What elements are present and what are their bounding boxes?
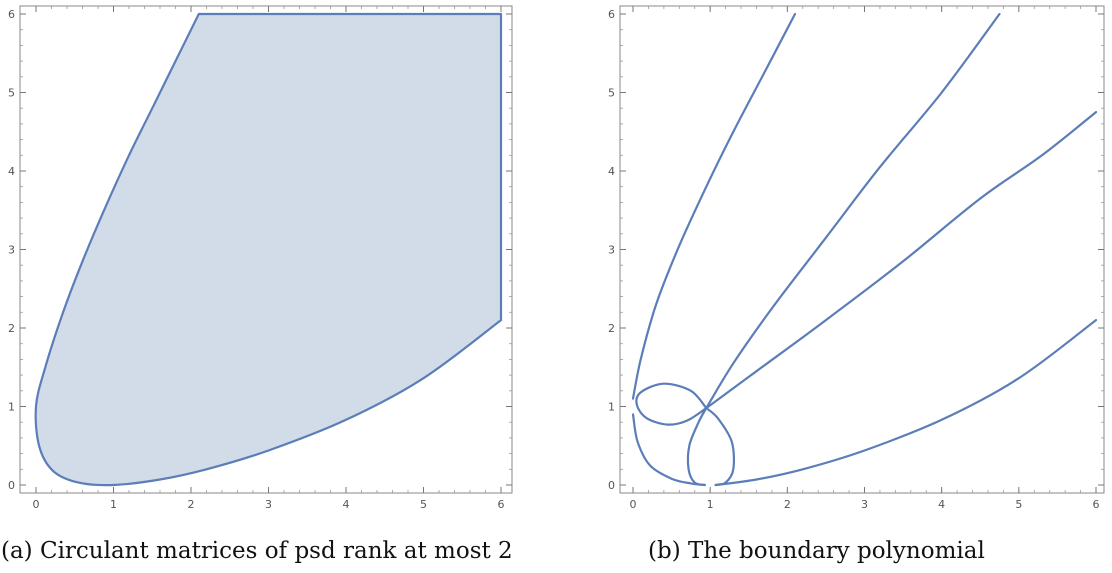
boundary-curve-1: [705, 12, 1001, 410]
region-area-0: [34, 12, 503, 487]
y-tick-label: 4: [8, 165, 15, 178]
boundary-curve-2: [705, 111, 1098, 410]
caption-a: (a) Circulant matrices of psd rank at mo…: [1, 538, 513, 564]
x-tick-label: 2: [784, 498, 791, 511]
y-tick-label: 3: [608, 244, 615, 257]
x-tick-label: 1: [707, 498, 714, 511]
x-tick-label: 4: [938, 498, 945, 511]
boundary-curve-4: [635, 382, 708, 426]
x-tick-label: 4: [343, 498, 350, 511]
x-tick-label: 3: [265, 498, 272, 511]
x-tick-label: 5: [420, 498, 427, 511]
x-tick-label: 6: [498, 498, 505, 511]
y-tick-label: 0: [608, 479, 615, 492]
y-tick-label: 5: [8, 87, 15, 100]
panel-a: 0 1 2 3 4 5 6 0 1 2 3 4 5 6: [8, 5, 513, 511]
caption-b: (b) The boundary polynomial: [648, 538, 985, 564]
y-tick-label: 4: [608, 165, 615, 178]
y-tick-label: 6: [8, 8, 15, 21]
boundary-curve-5: [631, 413, 706, 487]
x-tick-label: 0: [630, 498, 637, 511]
y-tick-label: 5: [608, 87, 615, 100]
y-tick-label: 1: [8, 401, 15, 414]
boundary-curve-7: [705, 407, 736, 487]
y-tick-label: 6: [608, 8, 615, 21]
y-tick-label: 2: [8, 322, 15, 335]
boundary-curve-6: [686, 407, 708, 487]
y-tick-label: 3: [8, 244, 15, 257]
x-tick-label: 1: [110, 498, 117, 511]
boundary-curve-3: [714, 319, 1098, 487]
x-tick-label: 6: [1093, 498, 1100, 511]
boundary-curve-0: [631, 12, 797, 400]
x-tick-label: 0: [33, 498, 40, 511]
y-tick-label: 2: [608, 322, 615, 335]
x-tick-label: 2: [188, 498, 195, 511]
x-tick-label: 5: [1015, 498, 1022, 511]
y-tick-label: 1: [608, 401, 615, 414]
plot-frame: [619, 5, 1105, 494]
panel-b: 0 1 2 3 4 5 6 0 1 2 3 4 5 6: [608, 5, 1105, 511]
y-tick-label: 0: [8, 479, 15, 492]
x-tick-label: 3: [861, 498, 868, 511]
